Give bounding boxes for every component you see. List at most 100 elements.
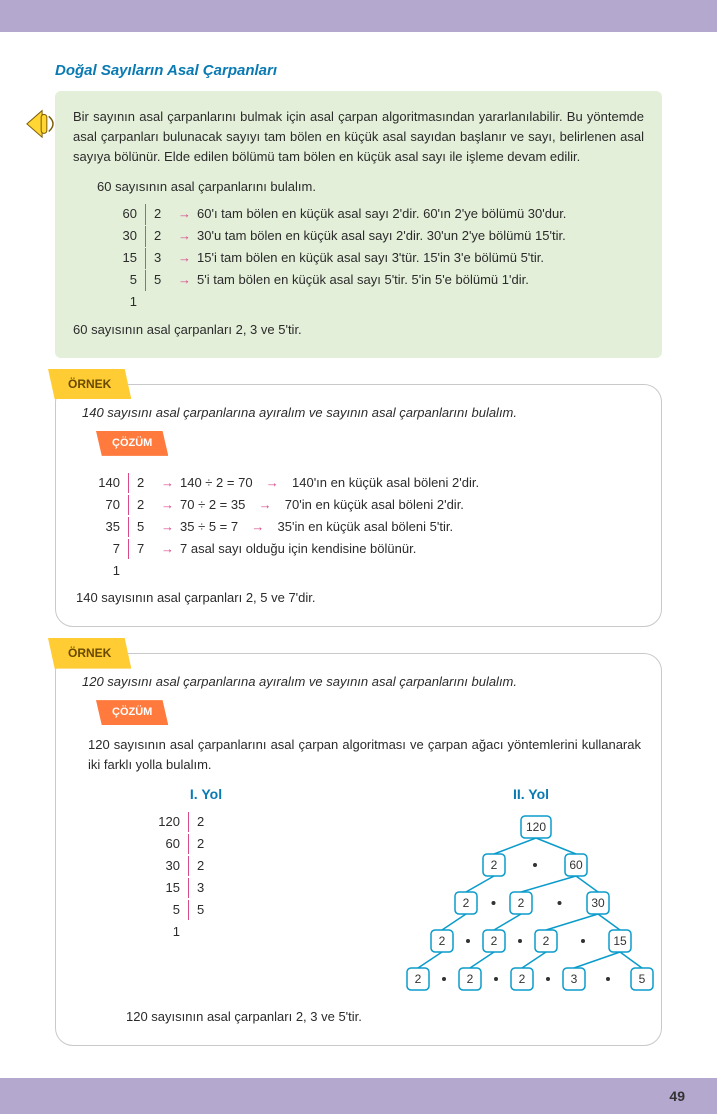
dividend: 70 [86, 495, 128, 515]
solution-tab: ÇÖZÜM [96, 700, 168, 725]
explanation-text: 60'ı tam bölen en küçük asal sayı 2'dir.… [197, 204, 644, 224]
arrow-icon: → [161, 539, 174, 559]
factor-row: 55 [146, 899, 336, 921]
dividend: 60 [146, 834, 188, 854]
equation-text: 140 ÷ 2 = 70 → 140'ın en küçük asal böle… [180, 473, 641, 493]
factor-row: 302 [146, 855, 336, 877]
factor-row: 1402 → 140 ÷ 2 = 70 → 140'ın en küçük asal… [86, 472, 641, 494]
section-heading: Doğal Sayıların Asal Çarpanları [55, 62, 662, 79]
svg-text:2: 2 [491, 934, 498, 948]
divisor: 5 [188, 900, 215, 920]
factor-row: 1 [86, 560, 641, 582]
factor-row: 55 → 5'i tam bölen en küçük asal sayı 5'ti… [103, 270, 644, 292]
ex1-statement: 140 sayısını asal çarpanlarına ayıralım … [82, 403, 641, 423]
page-content: Doğal Sayıların Asal Çarpanları Bir sayı… [0, 32, 717, 1056]
yol2-title: II. Yol [376, 784, 686, 806]
dividend: 5 [146, 900, 188, 920]
factor-table-60: 602 → 60'ı tam bölen en küçük asal sayı 2'… [103, 204, 644, 314]
explanation-text: 5'i tam bölen en küçük asal sayı 5'tir. … [197, 270, 644, 290]
dividend: 140 [86, 473, 128, 493]
intro-p2: 60 sayısının asal çarpanlarını bulalım. [97, 177, 644, 197]
factor-table-140: 1402 → 140 ÷ 2 = 70 → 140'ın en küçük asal… [86, 472, 641, 582]
dividend: 35 [86, 517, 128, 537]
svg-text:2: 2 [463, 896, 470, 910]
divisor: 2 [188, 834, 215, 854]
factor-row: 602 → 60'ı tam bölen en küçük asal sayı 2'… [103, 204, 644, 226]
ex2-result: 120 sayısının asal çarpanları 2, 3 ve 5'… [126, 1007, 641, 1027]
dividend: 7 [86, 539, 128, 559]
example-tab: ÖRNEK [48, 369, 131, 400]
top-bar [0, 0, 717, 32]
divisor: 2 [128, 495, 155, 515]
svg-text:2: 2 [467, 972, 474, 986]
svg-text:120: 120 [526, 820, 546, 834]
two-column-layout: I. Yol 1202602302153551 II. Yol 12026022… [76, 784, 641, 1002]
divisor: 3 [188, 878, 215, 898]
ex1-result: 140 sayısının asal çarpanları 2, 5 ve 7'… [76, 588, 641, 608]
factor-table-120: 1202602302153551 [146, 811, 336, 943]
explanation-text: 30'u tam bölen en küçük asal sayı 2'dir.… [197, 226, 644, 246]
factor-row: 1 [146, 921, 336, 943]
ex2-statement: 120 sayısını asal çarpanlarına ayıralım … [82, 672, 641, 692]
explanation-text: 15'i tam bölen en küçük asal sayı 3'tür.… [197, 248, 644, 268]
dividend: 5 [103, 270, 145, 290]
info-box: Bir sayının asal çarpanlarını bulmak içi… [55, 91, 662, 358]
divisor: 2 [128, 473, 155, 493]
svg-text:5: 5 [639, 972, 646, 986]
equation-text: 70 ÷ 2 = 35 → 70'in en küçük asal böleni… [180, 495, 641, 515]
svg-text:2: 2 [518, 896, 525, 910]
factor-row: 702 → 70 ÷ 2 = 35 → 70'in en küçük asal bö… [86, 494, 641, 516]
svg-text:2: 2 [415, 972, 422, 986]
svg-text:60: 60 [569, 858, 583, 872]
factor-tree: 120 2 60 2 2 30 2 2 2 15 2 2 2 3 5 [376, 811, 686, 1001]
arrow-icon: → [178, 248, 191, 268]
divisor: 2 [188, 856, 215, 876]
divisor: 2 [145, 226, 172, 246]
ex2-intro: 120 sayısının asal çarpanlarını asal çar… [88, 735, 641, 775]
yol2-column: II. Yol 120 2 60 2 2 30 2 2 2 15 2 2 2 3 5 [376, 784, 686, 1002]
arrow-icon: → [178, 270, 191, 290]
yol1-column: I. Yol 1202602302153551 [76, 784, 336, 1002]
arrow-icon: → [161, 473, 174, 493]
yol1-title: I. Yol [76, 784, 336, 806]
arrow-icon: → [178, 226, 191, 246]
arrow-icon: → [161, 517, 174, 537]
svg-text:2: 2 [439, 934, 446, 948]
factor-row: 355 → 35 ÷ 5 = 7 → 35'in en küçük asal böl… [86, 516, 641, 538]
dividend: 1 [103, 292, 145, 312]
divisor: 7 [128, 539, 155, 559]
equation-text: 35 ÷ 5 = 7 → 35'in en küçük asal böleni … [180, 517, 641, 537]
dividend: 30 [103, 226, 145, 246]
dividend: 60 [103, 204, 145, 224]
svg-text:15: 15 [613, 934, 627, 948]
divisor: 5 [145, 270, 172, 290]
divisor: 2 [188, 812, 215, 832]
intro-p1: Bir sayının asal çarpanlarını bulmak içi… [73, 107, 644, 167]
factor-row: 153→15'i tam bölen en küçük asal sayı 3'… [103, 248, 644, 270]
example-1: ÖRNEK 140 sayısını asal çarpanlarına ayı… [55, 384, 662, 627]
megaphone-icon [25, 103, 63, 141]
divisor: 2 [145, 204, 172, 224]
svg-text:30: 30 [591, 896, 605, 910]
dividend: 30 [146, 856, 188, 876]
example-2: ÖRNEK 120 sayısını asal çarpanlarına ayı… [55, 653, 662, 1046]
dividend: 15 [146, 878, 188, 898]
dividend: 120 [146, 812, 188, 832]
factor-row: 602 [146, 833, 336, 855]
dividend: 1 [146, 922, 188, 942]
intro-result: 60 sayısının asal çarpanları 2, 3 ve 5't… [73, 320, 644, 340]
example-tab: ÖRNEK [48, 638, 131, 669]
svg-text:2: 2 [543, 934, 550, 948]
svg-text:2: 2 [491, 858, 498, 872]
svg-text:3: 3 [571, 972, 578, 986]
dividend: 15 [103, 248, 145, 268]
factor-row: 1202 [146, 811, 336, 833]
arrow-icon: → [178, 204, 191, 224]
divisor: 5 [128, 517, 155, 537]
solution-tab: ÇÖZÜM [96, 431, 168, 456]
factor-row: 153 [146, 877, 336, 899]
factor-row: 1 [103, 292, 644, 314]
page-number: 49 [0, 1078, 717, 1114]
svg-text:2: 2 [519, 972, 526, 986]
arrow-icon: → [161, 495, 174, 515]
